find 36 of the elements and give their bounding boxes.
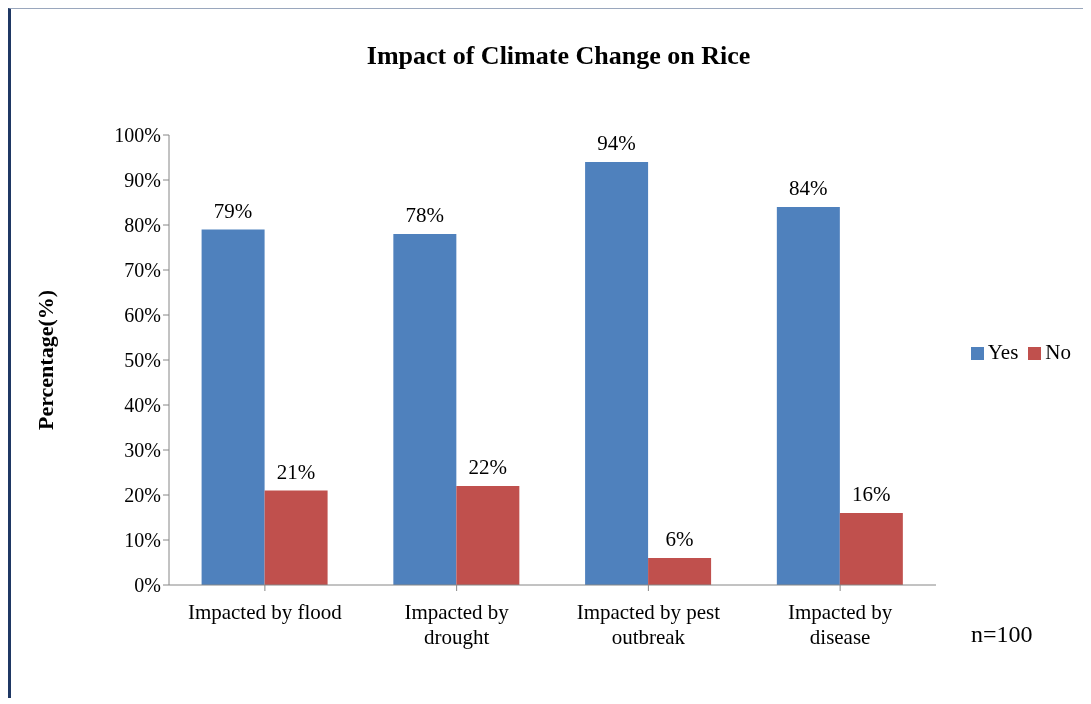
- legend-label: Yes: [987, 339, 1019, 364]
- text: n=100: [971, 621, 1033, 648]
- bar: [648, 558, 712, 585]
- chart-title: Impact of Climate Change on Rice: [365, 41, 752, 71]
- bar: [585, 162, 649, 585]
- y-tick-label: 80%: [124, 214, 161, 237]
- y-tick-label: 50%: [124, 349, 161, 372]
- x-tick-label: Impacted by drought: [404, 600, 510, 649]
- y-tick-label: 40%: [124, 394, 161, 417]
- x-tick-label: Impacted by flood: [187, 600, 343, 624]
- data-label: 78%: [405, 203, 445, 227]
- x-tick-label: Impacted by disease: [787, 600, 893, 649]
- data-label: 22%: [468, 455, 508, 479]
- data-label: 84%: [789, 176, 828, 200]
- y-axis-title: Percentage(%): [32, 289, 58, 431]
- y-tick-label: 60%: [124, 304, 161, 327]
- bar: [776, 207, 840, 585]
- y-tick-label: 100%: [114, 124, 161, 147]
- bar: [456, 486, 520, 585]
- y-tick-label: 20%: [124, 484, 161, 507]
- bar: [393, 234, 457, 585]
- y-tick-label: 70%: [124, 259, 161, 282]
- y-tick-label: 0%: [134, 574, 161, 597]
- x-tick-label: Impacted by pest outbreak: [576, 600, 721, 649]
- data-label: 16%: [852, 482, 891, 506]
- y-tick-label: 30%: [124, 439, 161, 462]
- y-tick-label: 90%: [124, 169, 161, 192]
- y-tick-label: 10%: [124, 529, 161, 552]
- bar: [839, 513, 903, 585]
- data-label: 79%: [213, 198, 253, 223]
- data-label: 6%: [665, 527, 694, 551]
- data-label: 21%: [276, 459, 316, 484]
- data-label: 94%: [597, 131, 636, 155]
- bar: [264, 490, 328, 585]
- bar: [201, 229, 265, 585]
- legend-label: No: [1045, 339, 1071, 364]
